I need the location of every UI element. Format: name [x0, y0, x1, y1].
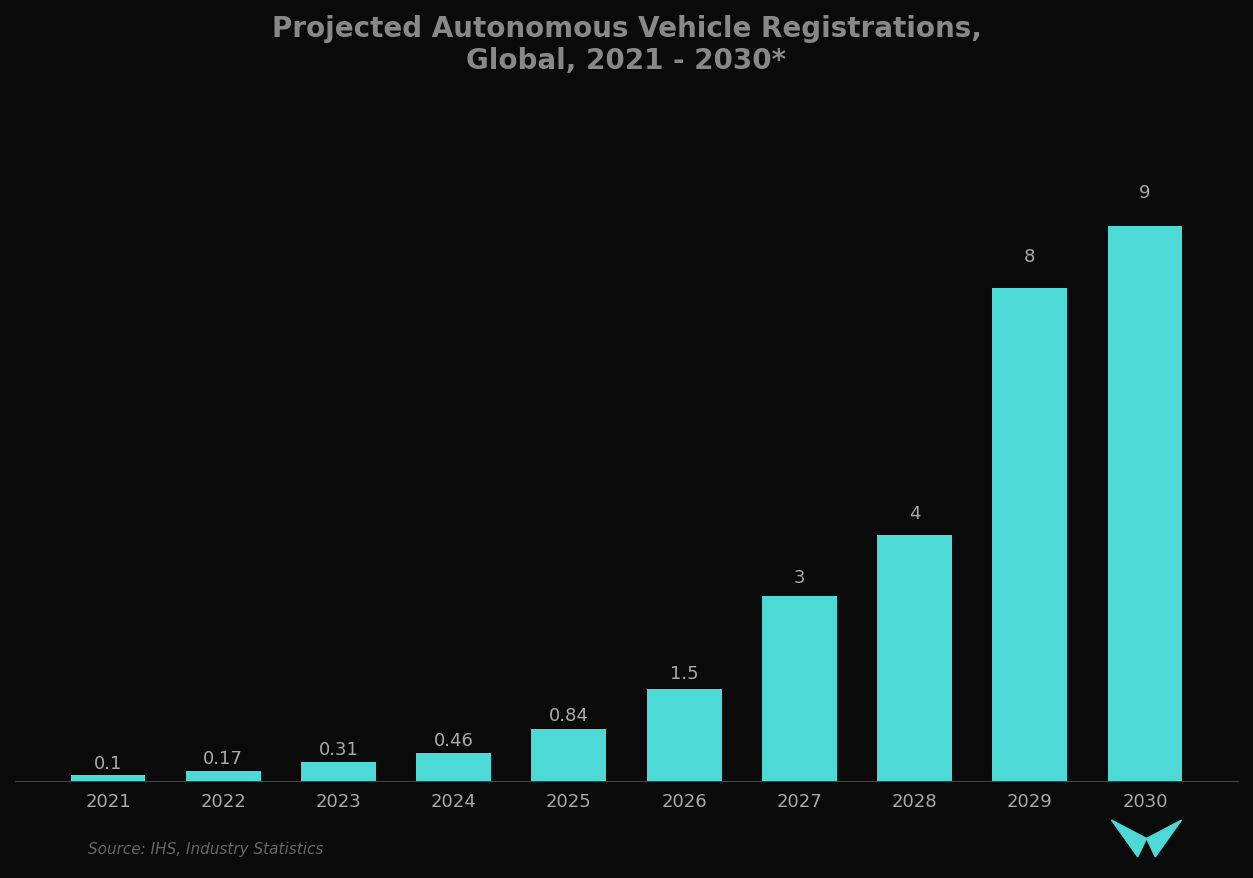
Polygon shape [1111, 820, 1146, 857]
Bar [1108, 227, 1183, 781]
Text: Source: IHS, Industry Statistics: Source: IHS, Industry Statistics [88, 841, 323, 856]
Title: Projected Autonomous Vehicle Registrations,
Global, 2021 - 2030*: Projected Autonomous Vehicle Registratio… [272, 15, 981, 76]
Text: 0.46: 0.46 [434, 730, 474, 749]
Bar [416, 753, 491, 781]
Bar [992, 289, 1068, 781]
Text: 0.17: 0.17 [203, 749, 243, 767]
Bar [647, 689, 722, 781]
Bar [301, 762, 376, 781]
Polygon shape [1146, 820, 1182, 857]
Text: 0.1: 0.1 [94, 754, 123, 772]
Bar [70, 775, 145, 781]
Text: 9: 9 [1139, 184, 1150, 202]
Text: 0.84: 0.84 [549, 707, 589, 724]
Text: 3: 3 [793, 568, 806, 587]
Bar [762, 596, 837, 781]
Bar [531, 730, 606, 781]
Bar [185, 771, 261, 781]
Text: 8: 8 [1024, 248, 1035, 266]
Bar [877, 535, 952, 781]
Text: 4: 4 [908, 504, 920, 522]
Text: 0.31: 0.31 [318, 740, 358, 759]
Text: 1.5: 1.5 [670, 664, 698, 682]
